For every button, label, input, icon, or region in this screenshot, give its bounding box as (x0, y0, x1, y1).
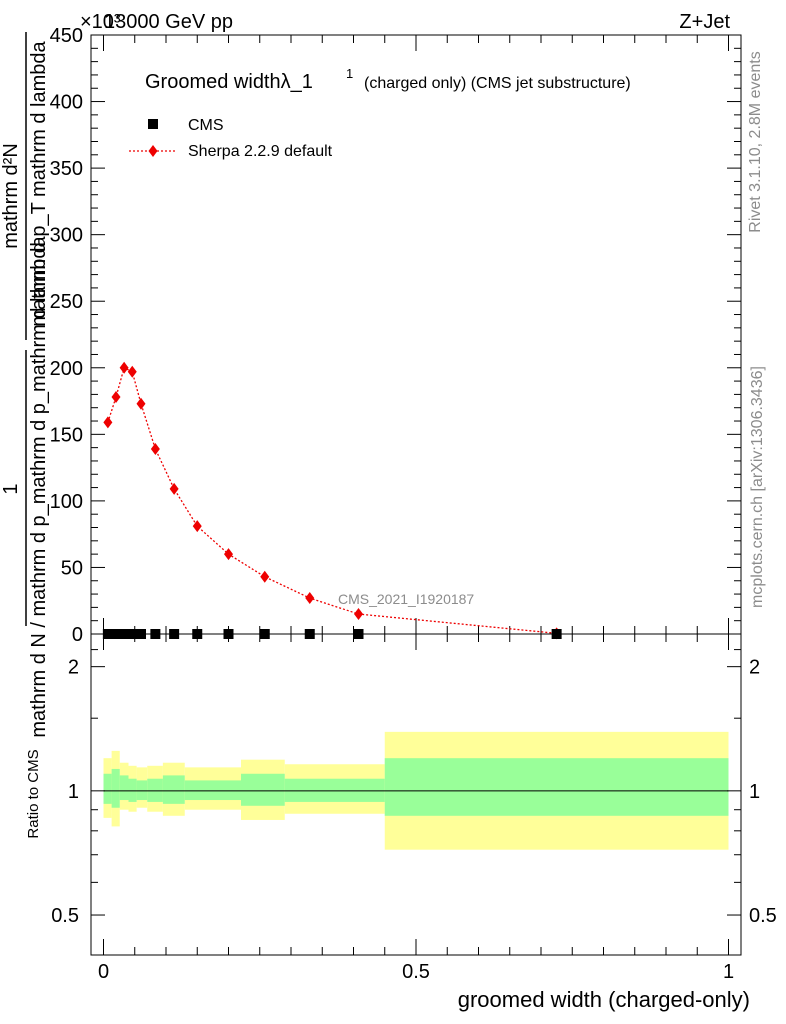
x-tick-label: 1 (723, 961, 734, 983)
x-tick-label: 0 (98, 961, 109, 983)
chart-title-superscript: 1 (346, 66, 353, 81)
ratio-plot-panel: 0.5 0.5 1 1 2 2 0 0.5 1 (51, 633, 777, 983)
ratio-band-inner (103, 773, 112, 804)
ratio-band-inner (184, 780, 241, 801)
legend-sherpa-label: Sherpa 2.2.9 default (188, 143, 333, 160)
chart-title-tail: (charged only) (CMS jet substructure) (364, 75, 631, 92)
y-tick-label: 250 (50, 291, 83, 313)
process-label: Z+Jet (679, 11, 730, 33)
ratio-y-tick-label: 0.5 (51, 905, 79, 927)
x-axis-label: groomed width (charged-only) (458, 987, 750, 1012)
rivet-label: Rivet 3.1.10, 2.8M events (747, 51, 764, 232)
ratio-band-inner (136, 780, 148, 801)
ratio-y-tick-label: 2 (68, 657, 79, 679)
ratio-band-inner (147, 778, 163, 802)
sherpa-point (305, 592, 315, 605)
ratio-band-inner (162, 775, 185, 804)
y-tick-label: 0 (72, 624, 83, 646)
ratio-ylabel: Ratio to CMS (25, 749, 42, 838)
legend-cms-label: CMS (188, 117, 224, 134)
main-ylabel-numerator: 1 (0, 483, 22, 494)
y-tick-label: 200 (50, 358, 83, 380)
sherpa-point (354, 608, 363, 621)
main-ylabel-numerator-2: mathrm d²N (0, 143, 22, 249)
sherpa-point (111, 391, 121, 404)
sherpa-point (169, 482, 179, 495)
energy-label: 13000 GeV pp (104, 11, 233, 33)
y-tick-label: 100 (50, 491, 83, 513)
ratio-band-inner (111, 768, 120, 808)
sherpa-point (192, 520, 202, 533)
ratio-band-inner (284, 778, 385, 802)
ratio-band-inner (119, 775, 129, 801)
sherpa-point (150, 442, 160, 455)
legend-cms-marker (148, 119, 158, 129)
sherpa-point (127, 365, 137, 378)
main-ylabel-denominator: mathrm d N / mathrm d p_mathrm d p_mathr… (28, 235, 50, 737)
analysis-watermark: CMS_2021_I1920187 (338, 591, 474, 607)
y-tick-label: 150 (50, 424, 83, 446)
y-tick-label: 50 (61, 557, 83, 579)
mcplots-label: mcplots.cern.ch [arXiv:1306.3436] (749, 366, 766, 608)
sherpa-point (224, 548, 233, 561)
multiplier-label: ×10³ (80, 11, 121, 33)
ratio-band-inner (384, 758, 729, 816)
y-tick-label: 300 (50, 225, 83, 247)
ratio-y-tick-label-right: 0.5 (749, 905, 777, 927)
ratio-y-tick-label: 1 (68, 781, 79, 803)
main-plot-panel: 0 50 100 150 200 250 300 350 400 450 Groomed width… (50, 25, 742, 646)
sherpa-point (103, 416, 113, 429)
main-ylabel-denominator-2: mathrm d p_T mathrm d lambda (28, 40, 50, 326)
sherpa-point (136, 397, 146, 410)
main-ylabel: 1 mathrm d N / mathrm d p_mathrm d p_mat… (0, 32, 50, 738)
sherpa-point (260, 570, 270, 583)
ratio-y-tick-label-right: 1 (749, 781, 760, 803)
y-tick-label: 400 (50, 92, 83, 114)
x-tick-label: 0.5 (402, 961, 430, 983)
ratio-band-inner (241, 773, 285, 806)
legend-sherpa-marker (148, 145, 158, 157)
ratio-y-tick-label-right: 2 (749, 657, 760, 679)
y-tick-label: 450 (50, 25, 83, 47)
chart-title: Groomed widthλ_1 (145, 71, 313, 93)
sherpa-point (119, 361, 129, 374)
sherpa-line (107, 366, 557, 634)
y-tick-label: 350 (50, 158, 83, 180)
ratio-band-inner (128, 778, 137, 802)
